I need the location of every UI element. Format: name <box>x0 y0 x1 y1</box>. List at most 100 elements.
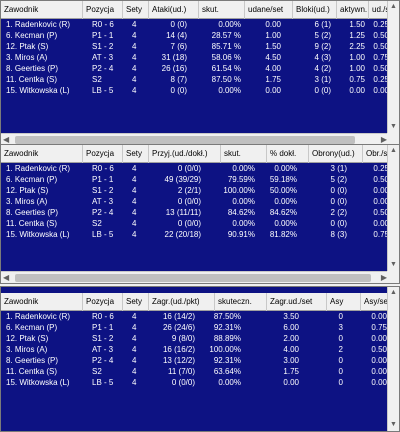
vertical-scrollbar[interactable]: ▲ ▼ <box>387 287 399 431</box>
effectiveness: 79.59% <box>227 175 255 184</box>
digs: 5 (2) <box>330 175 347 184</box>
scroll-down-icon[interactable]: ▼ <box>390 261 397 268</box>
position: P1 - 1 <box>92 175 114 184</box>
position: P2 - 4 <box>92 356 114 365</box>
scroll-up-icon[interactable]: ▲ <box>390 147 397 154</box>
column-header-player[interactable]: Zawodnik <box>1 293 83 311</box>
scroll-thumb[interactable] <box>15 274 371 282</box>
successful-per-set: 1.50 <box>265 42 281 51</box>
scroll-up-icon[interactable]: ▲ <box>390 289 397 296</box>
player-name: 8. Geerties (P) <box>6 356 59 365</box>
scroll-left-icon[interactable]: ◀ <box>3 273 10 282</box>
successful-per-set: 0.00 <box>265 86 281 95</box>
column-header-activity[interactable]: aktywn. <box>337 1 369 19</box>
scroll-right-icon[interactable]: ▶ <box>380 135 387 144</box>
table-row[interactable]: 6. Kecman (P) P1 - 1 4 49 (39/29) 79.59%… <box>1 174 389 185</box>
aces: 3 <box>338 323 343 332</box>
table-row[interactable]: 8. Geerties (P) P2 - 4 4 13 (11/11) 84.6… <box>1 207 389 218</box>
position: S2 <box>92 367 102 376</box>
table-row[interactable]: 11. Centka (S) S2 4 8 (7) 87.50 % 1.75 3… <box>1 74 389 85</box>
attacks: 31 (18) <box>161 53 187 62</box>
scroll-down-icon[interactable]: ▼ <box>390 123 397 130</box>
table-row[interactable]: 12. Ptak (S) S1 - 2 4 7 (6) 85.71 % 1.50… <box>1 41 389 52</box>
scroll-right-icon[interactable]: ▶ <box>380 273 387 282</box>
table-row[interactable]: 15. Witkowska (L) LB - 5 4 0 (0) 0.00% 0… <box>1 85 389 96</box>
table-row[interactable]: 12. Ptak (S) S1 - 2 4 2 (2/1) 100.00% 50… <box>1 185 389 196</box>
table-row[interactable]: 12. Ptak (S) S1 - 2 4 9 (8/0) 88.89% 2.0… <box>1 333 389 344</box>
table-row[interactable]: 6. Kecman (P) P1 - 1 4 26 (24/6) 92.31% … <box>1 322 389 333</box>
position: P1 - 1 <box>92 31 114 40</box>
effectiveness: 0.00% <box>232 197 255 206</box>
horizontal-scrollbar[interactable]: ◀ ▶ <box>1 133 389 145</box>
serves-per-set: 1.75 <box>283 367 299 376</box>
table-row[interactable]: 3. Miros (A) AT - 3 4 16 (16/2) 100.00% … <box>1 344 389 355</box>
column-header-sets[interactable]: Sety <box>123 145 149 163</box>
table-row[interactable]: 8. Geerties (P) P2 - 4 4 13 (12/2) 92.31… <box>1 355 389 366</box>
position: LB - 5 <box>92 378 114 387</box>
blocks-per-set: 0.75 <box>373 53 389 62</box>
column-header-aces[interactable]: Asy <box>327 293 361 311</box>
table-row[interactable]: 11. Centka (S) S2 4 0 (0/0) 0.00% 0.00% … <box>1 218 389 229</box>
sets: 4 <box>132 323 137 332</box>
column-header-successful-per-set[interactable]: udane/set <box>245 1 293 19</box>
accuracy: 84.62% <box>269 208 297 217</box>
column-header-position[interactable]: Pozycja <box>83 1 123 19</box>
accuracy: 59.18% <box>269 175 297 184</box>
successful-per-set: 1.75 <box>265 75 281 84</box>
digs-per-set: 0.75 <box>373 230 389 239</box>
position: S2 <box>92 219 102 228</box>
column-header-sets[interactable]: Sety <box>123 1 149 19</box>
column-header-player[interactable]: Zawodnik <box>1 1 83 19</box>
position: LB - 5 <box>92 230 114 239</box>
aces-per-set: 0.00 <box>371 334 387 343</box>
column-header-player[interactable]: Zawodnik <box>1 145 83 163</box>
effectiveness: 84.62% <box>227 208 255 217</box>
column-header-accuracy[interactable]: % dokł. <box>267 145 309 163</box>
scroll-down-icon[interactable]: ▼ <box>390 421 397 428</box>
serves: 26 (24/6) <box>162 323 195 332</box>
attacks: 0 (0) <box>170 20 187 29</box>
vertical-scrollbar[interactable]: ▲ ▼ <box>387 1 399 145</box>
table-row[interactable]: 11. Centka (S) S2 4 11 (7/0) 63.64% 1.75… <box>1 366 389 377</box>
table-row[interactable]: 6. Kecman (P) P1 - 1 4 14 (4) 28.57 % 1.… <box>1 30 389 41</box>
column-header-serves-per-set[interactable]: Zagr.ud./set <box>267 293 327 311</box>
column-header-digs[interactable]: Obrony(ud.) <box>309 145 363 163</box>
scroll-up-icon[interactable]: ▲ <box>390 3 397 10</box>
table-row[interactable]: 15. Witkowska (L) LB - 5 4 22 (20/18) 90… <box>1 229 389 240</box>
sets: 4 <box>132 42 137 51</box>
column-header-blocks[interactable]: Bloki(ud.) <box>293 1 337 19</box>
table-row[interactable]: 1. Radenkovic (R) R0 - 6 4 16 (14/2) 87.… <box>1 311 389 322</box>
effectiveness: 0.00% <box>232 219 255 228</box>
table-row[interactable]: 1. Radenkovic (R) R0 - 6 4 0 (0) 0.00% 0… <box>1 19 389 30</box>
digs: 0 (0) <box>330 186 347 195</box>
column-header-effectiveness[interactable]: skut. <box>221 145 267 163</box>
scroll-left-icon[interactable]: ◀ <box>3 135 10 144</box>
effectiveness: 61.54 % <box>211 64 241 73</box>
column-header-effectiveness[interactable]: skut. <box>199 1 245 19</box>
table-row[interactable]: 8. Geerties (P) P2 - 4 4 26 (16) 61.54 %… <box>1 63 389 74</box>
position: AT - 3 <box>92 53 114 62</box>
table-row[interactable]: 3. Miros (A) AT - 3 4 0 (0/0) 0.00% 0.00… <box>1 196 389 207</box>
successful-per-set: 0.00 <box>265 20 281 29</box>
scroll-thumb[interactable] <box>15 136 355 144</box>
column-header-efficiency[interactable]: skuteczn. <box>215 293 267 311</box>
vertical-scrollbar[interactable]: ▲ ▼ <box>387 145 399 283</box>
serves: 16 (16/2) <box>162 345 195 354</box>
column-header-attacks[interactable]: Ataki(ud.) <box>149 1 199 19</box>
player-name: 11. Centka (S) <box>6 219 57 228</box>
table-row[interactable]: 15. Witkowska (L) LB - 5 4 0 (0/0) 0.00%… <box>1 377 389 388</box>
position: S1 - 2 <box>92 42 114 51</box>
table-row[interactable]: 3. Miros (A) AT - 3 4 31 (18) 58.06 % 4.… <box>1 52 389 63</box>
horizontal-scrollbar[interactable]: ◀ ▶ <box>1 271 389 283</box>
column-header-serves[interactable]: Zagr.(ud./pkt) <box>149 293 215 311</box>
activity: 2.25 <box>349 42 365 51</box>
table-row[interactable]: 1. Radenkovic (R) R0 - 6 4 0 (0/0) 0.00%… <box>1 163 389 174</box>
sets: 4 <box>132 86 137 95</box>
sets: 4 <box>132 197 137 206</box>
effectiveness: 58.06 % <box>211 53 241 62</box>
column-header-sets[interactable]: Sety <box>123 293 149 311</box>
column-header-position[interactable]: Pozycja <box>83 145 123 163</box>
column-header-receptions[interactable]: Przyj.(ud./dokł.) <box>149 145 221 163</box>
successful-per-set: 1.00 <box>265 31 281 40</box>
column-header-position[interactable]: Pozycja <box>83 293 123 311</box>
